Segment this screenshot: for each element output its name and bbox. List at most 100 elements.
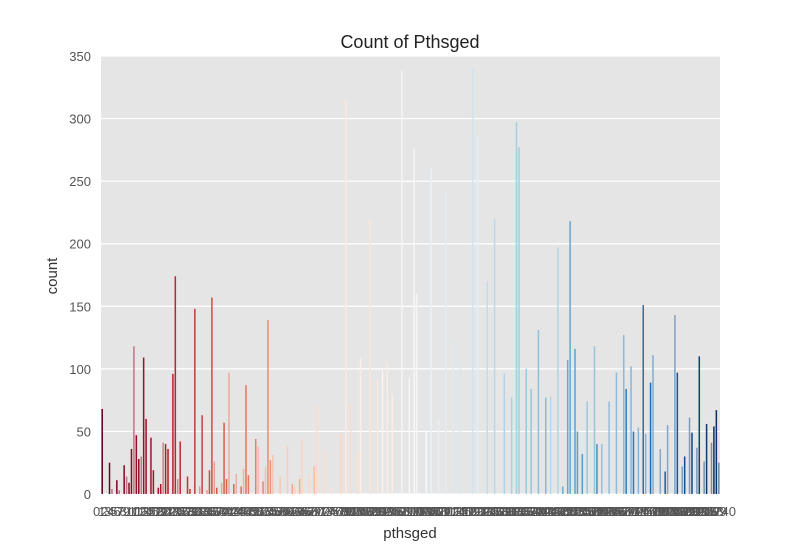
x-tick-label: 182 xyxy=(653,504,675,519)
x-tick-label: 24 xyxy=(169,504,183,519)
bar xyxy=(101,408,103,494)
x-tick-label: 15 xyxy=(141,504,155,519)
x-tick-label: 49 xyxy=(245,504,259,519)
bar xyxy=(391,393,393,494)
x-tick-label: 168 xyxy=(610,504,632,519)
bar xyxy=(691,432,693,494)
bar xyxy=(272,455,274,494)
x-tick-label: 40 xyxy=(218,504,232,519)
x-tick-label: 123 xyxy=(472,504,494,519)
bar xyxy=(123,465,125,494)
x-tick-label: 50 xyxy=(248,504,262,519)
bar xyxy=(198,486,201,494)
bar xyxy=(186,476,189,494)
x-tick-label: 144 xyxy=(536,504,558,519)
bar xyxy=(286,446,289,494)
bar xyxy=(206,490,208,494)
bar xyxy=(586,401,588,494)
x-tick-label: 93 xyxy=(380,504,394,519)
bar xyxy=(369,219,372,494)
x-tick-label: 80 xyxy=(340,504,354,519)
bar xyxy=(622,335,625,494)
x-tick-label: 110 xyxy=(432,504,453,519)
x-tick-label: 126 xyxy=(481,504,503,519)
x-tick-label: 179 xyxy=(644,504,666,519)
x-tick-label: 56 xyxy=(267,504,281,519)
bar xyxy=(164,443,167,494)
x-tick-label: 174 xyxy=(628,504,650,519)
bar xyxy=(615,372,618,494)
x-tick-label: 7 xyxy=(117,504,124,519)
x-tick-label: 53 xyxy=(257,504,271,519)
bar xyxy=(133,346,135,494)
x-tick-label: 57 xyxy=(270,504,284,519)
y-tick-label: 50 xyxy=(77,424,91,439)
x-tick-label: 43 xyxy=(227,504,241,519)
bar xyxy=(537,330,540,494)
bar xyxy=(340,433,342,494)
bar xyxy=(308,473,311,494)
x-tick-label: 81 xyxy=(343,504,357,519)
x-tick-label: 167 xyxy=(607,504,629,519)
x-tick-label: 112 xyxy=(438,504,459,519)
x-tick-label: 2 xyxy=(101,504,108,519)
x-tick-label: 194 xyxy=(690,504,712,519)
x-tick-label: 39 xyxy=(215,504,229,519)
x-tick-label: 135 xyxy=(509,504,531,519)
y-tick-label: 150 xyxy=(69,299,91,314)
x-tick-label: 63 xyxy=(288,504,302,519)
x-tick-label: 69 xyxy=(307,504,321,519)
bar xyxy=(313,466,315,494)
x-tick-label: 26 xyxy=(175,504,189,519)
x-tick-label: 83 xyxy=(349,504,363,519)
x-tick-label: 104 xyxy=(414,504,436,519)
x-tick-label: 98 xyxy=(395,504,409,519)
bar xyxy=(298,478,301,494)
x-tick-label: 132 xyxy=(500,504,522,519)
x-tick-label: 36 xyxy=(205,504,219,519)
bar xyxy=(530,388,532,494)
x-tick-label: 114 xyxy=(444,504,465,519)
x-tick-label: 102 xyxy=(408,504,430,519)
x-tick-label: 137 xyxy=(515,504,537,519)
bar xyxy=(216,487,218,494)
x-tick-label: 42 xyxy=(224,504,238,519)
x-tick-label: 101 xyxy=(405,504,427,519)
x-tick-label: 82 xyxy=(346,504,360,519)
x-tick-label: 14 xyxy=(138,504,152,519)
x-tick-label: 44 xyxy=(230,504,244,519)
x-tick-label: 152 xyxy=(561,504,583,519)
bar xyxy=(159,483,162,494)
bar xyxy=(415,293,418,494)
x-tick-label: 160 xyxy=(585,504,607,519)
bar xyxy=(201,415,203,494)
bar xyxy=(562,486,564,494)
x-tick-label: 186 xyxy=(665,504,687,519)
x-tick-label: 48 xyxy=(242,504,256,519)
bar xyxy=(715,410,718,494)
bar xyxy=(174,276,177,494)
x-tick-label: 19 xyxy=(153,504,167,519)
x-tick-label: 119 xyxy=(460,504,481,519)
x-tick-label: 146 xyxy=(543,504,565,519)
x-tick-label: 3 xyxy=(104,504,111,519)
bar xyxy=(179,441,181,494)
x-tick-label: 156 xyxy=(573,504,595,519)
bar xyxy=(601,443,603,494)
x-tick-label: 178 xyxy=(641,504,663,519)
x-tick-label: 97 xyxy=(392,504,406,519)
bar xyxy=(262,481,264,494)
bar xyxy=(445,189,447,494)
bar xyxy=(130,448,133,494)
x-tick-label: 190 xyxy=(677,504,699,519)
x-tick-label: 54 xyxy=(261,504,275,519)
y-tick-label: 300 xyxy=(69,112,91,127)
x-tick-label: 89 xyxy=(368,504,382,519)
bar xyxy=(225,478,228,494)
x-tick-label: 158 xyxy=(579,504,601,519)
x-tick-label: 8 xyxy=(120,504,127,519)
x-tick-label: 32 xyxy=(193,504,207,519)
bar xyxy=(135,435,138,494)
x-tick-label: 195 xyxy=(693,504,715,519)
bar xyxy=(345,101,347,495)
